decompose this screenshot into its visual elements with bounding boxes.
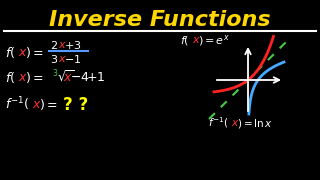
- Text: $-4$: $-4$: [70, 71, 90, 84]
- Text: $x$: $x$: [58, 40, 67, 50]
- Text: $f($: $f($: [5, 44, 15, 60]
- Text: Inverse Functions: Inverse Functions: [49, 10, 271, 30]
- Text: $x$: $x$: [18, 71, 28, 84]
- Text: $) =$: $) =$: [39, 96, 58, 111]
- Text: $\sqrt{\ }$: $\sqrt{\ }$: [57, 69, 74, 85]
- Text: $x$: $x$: [58, 54, 67, 64]
- Text: $2$: $2$: [50, 39, 58, 51]
- Text: $3$: $3$: [50, 53, 58, 65]
- Text: $x$: $x$: [192, 35, 201, 45]
- Text: $) = e^x$: $) = e^x$: [198, 33, 230, 48]
- Text: $x$: $x$: [18, 46, 28, 58]
- Text: $) = \ln x$: $) = \ln x$: [237, 116, 273, 129]
- Text: ? ?: ? ?: [63, 96, 88, 114]
- Text: $+1$: $+1$: [86, 71, 105, 84]
- Text: $x$: $x$: [231, 118, 239, 128]
- Text: $f^{-1}($: $f^{-1}($: [208, 116, 228, 130]
- Text: $+3$: $+3$: [64, 39, 82, 51]
- Text: $x$: $x$: [63, 71, 73, 84]
- Text: $f($: $f($: [180, 33, 189, 46]
- Text: $-1$: $-1$: [64, 53, 81, 65]
- Text: $x$: $x$: [32, 98, 42, 111]
- Text: $) =$: $) =$: [25, 44, 44, 60]
- Text: $3$: $3$: [52, 66, 58, 78]
- Text: $f($: $f($: [5, 69, 15, 84]
- Text: $f^{-1}($: $f^{-1}($: [5, 95, 29, 113]
- Text: $) =$: $) =$: [25, 69, 44, 84]
